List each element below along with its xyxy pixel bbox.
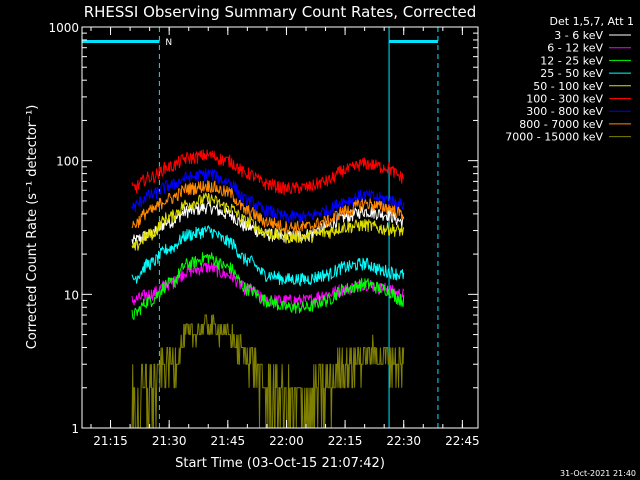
legend-label: 12 - 25 keV xyxy=(540,54,603,67)
legend-label: 6 - 12 keV xyxy=(547,42,603,55)
y-tick-label: 100 xyxy=(56,155,79,169)
plot-frame xyxy=(81,26,479,429)
series-line xyxy=(131,252,405,320)
y-axis-label: Corrected Count Rate (s⁻¹ detector⁻¹) xyxy=(25,105,40,350)
flag-bar xyxy=(389,40,438,43)
x-tick-label: 21:15 xyxy=(93,434,128,448)
series-layer xyxy=(131,149,405,429)
footer-timestamp: 31-Oct-2021 21:40 xyxy=(560,469,636,478)
x-tick-label: 21:45 xyxy=(211,434,246,448)
x-tick-label: 22:00 xyxy=(269,434,304,448)
legend-label: 25 - 50 keV xyxy=(540,67,603,80)
series-line xyxy=(131,200,405,246)
series-line xyxy=(131,149,405,196)
series-line xyxy=(131,180,404,234)
x-tick-label: 21:30 xyxy=(152,434,187,448)
legend-label: 100 - 300 keV xyxy=(526,93,603,106)
x-tick-label: 22:30 xyxy=(386,434,421,448)
y-tick-label: 1 xyxy=(71,422,79,436)
x-axis-label: Start Time (03-Oct-15 21:07:42) xyxy=(175,456,385,471)
chart-title: RHESSI Observing Summary Count Rates, Co… xyxy=(84,3,477,21)
legend-label: 300 - 800 keV xyxy=(526,105,603,118)
legend-label: 7000 - 15000 keV xyxy=(505,131,603,144)
legend-label: 800 - 7000 keV xyxy=(519,118,603,131)
legend-label: 50 - 100 keV xyxy=(533,80,603,93)
x-tick-label: 22:15 xyxy=(328,434,363,448)
series-line xyxy=(131,225,405,287)
flag-bar xyxy=(82,40,160,43)
y-tick-label: 10 xyxy=(64,288,79,302)
legend-label: 3 - 6 keV xyxy=(554,29,603,42)
series-line xyxy=(131,168,405,224)
series-line xyxy=(131,314,405,429)
flag-label: N xyxy=(165,38,172,48)
legend-title: Det 1,5,7, Att 1 xyxy=(550,15,634,28)
y-tick-label: 1000 xyxy=(48,21,79,35)
axes-layer: 1 10 100 1000 21:15 21:30 21:45 22:00 22:15 22:30… xyxy=(48,21,479,448)
series-line xyxy=(131,192,405,251)
x-tick-label: 22:45 xyxy=(445,434,480,448)
